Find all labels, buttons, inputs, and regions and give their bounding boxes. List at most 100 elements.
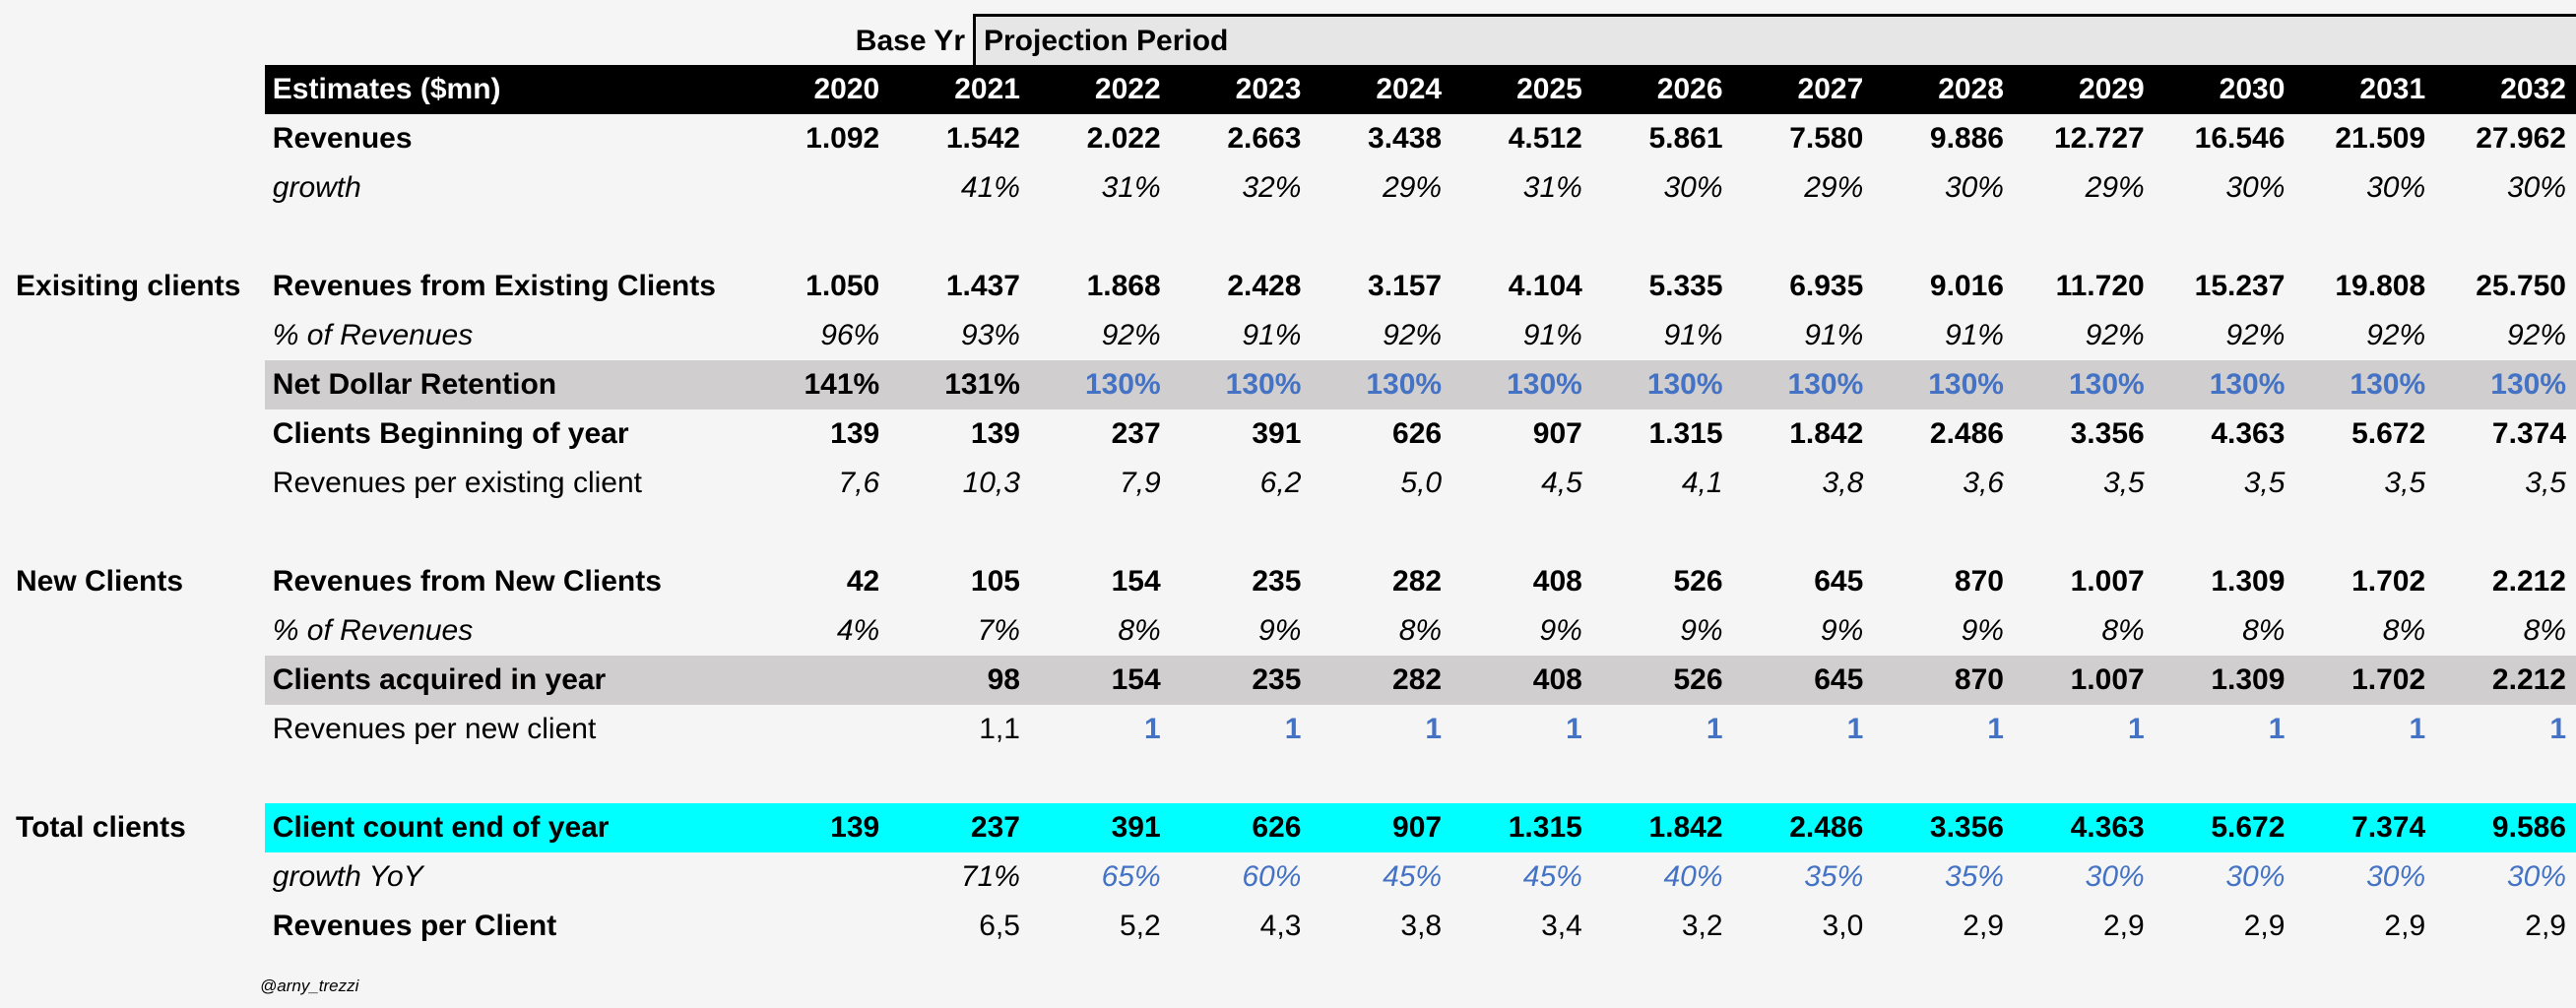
value-cell: 9.886 — [1929, 122, 2004, 155]
value-cell: 29% — [1383, 171, 1443, 204]
value-cell: 870 — [1873, 656, 2014, 705]
value-cell: 626 — [1392, 417, 1443, 450]
value-cell: 5,0 — [1400, 467, 1443, 499]
spacer-cell — [0, 508, 2576, 557]
value-cell: 1 — [1284, 713, 1302, 745]
spacer-row — [0, 754, 2576, 803]
value-cell: 40% — [1663, 860, 1723, 893]
value-cell: 130% — [1591, 360, 1733, 410]
value-cell: 3.356 — [1873, 803, 2014, 852]
value-cell: 11.720 — [2055, 270, 2145, 302]
year-header: 2021 — [889, 65, 1030, 114]
value-cell: 1.842 — [1591, 803, 1733, 852]
value-cell: 30% — [2506, 171, 2566, 204]
section-label — [0, 410, 265, 459]
value-cell: 1.007 — [2070, 565, 2145, 598]
value-cell: 92% — [1383, 319, 1443, 351]
value-cell: 1.702 — [2294, 656, 2436, 705]
value-cell: 1 — [2268, 713, 2286, 745]
value-cell: 1.092 — [805, 122, 880, 155]
value-cell: 2.212 — [2435, 656, 2576, 705]
value-cell: 92% — [2085, 319, 2145, 351]
table-title: Estimates ($mn) — [264, 65, 749, 114]
value-cell: 4,1 — [1681, 467, 1723, 499]
value-cell: 130% — [1873, 360, 2014, 410]
value-cell: 4.363 — [2013, 803, 2155, 852]
value-cell: 626 — [1170, 803, 1312, 852]
value-cell: 1.007 — [2013, 656, 2155, 705]
value-cell: 29% — [1804, 171, 1864, 204]
value-cell: 8% — [1398, 614, 1443, 647]
value-cell: 3,6 — [1963, 467, 2004, 499]
value-cell: 130% — [2294, 360, 2436, 410]
value-cell: 9% — [1680, 614, 1723, 647]
value-cell: 131% — [889, 360, 1030, 410]
year-header: 2022 — [1029, 65, 1171, 114]
value-cell: 235 — [1252, 565, 1302, 598]
value-cell: 139 — [748, 803, 890, 852]
section-label: Exisiting clients — [16, 270, 241, 302]
value-cell: 1 — [1143, 713, 1161, 745]
value-cell: 2.663 — [1227, 122, 1302, 155]
value-cell: 3.157 — [1368, 270, 1443, 302]
table-row: Total clients Client count end of year 139… — [0, 803, 2576, 852]
value-cell: 282 — [1392, 565, 1443, 598]
value-cell: 2,9 — [2102, 910, 2145, 942]
value-cell: 9% — [1539, 614, 1582, 647]
value-cell: 1 — [1425, 713, 1443, 745]
value-cell: 2.486 — [1732, 803, 1874, 852]
value-cell: 7.580 — [1789, 122, 1864, 155]
table-row: Revenues per new client 1,1 1 1 1 1 1 1 1 1 1 1 1 — [0, 705, 2576, 754]
value-cell: 92% — [2225, 319, 2286, 351]
row-label: growth YoY — [272, 860, 423, 893]
projection-period-header: Projection Period — [973, 14, 2576, 65]
section-label — [0, 705, 265, 754]
value-cell: 96% — [820, 319, 880, 351]
value-cell: 1 — [1987, 713, 2004, 745]
value-cell: 2.212 — [2491, 565, 2566, 598]
value-cell: 92% — [1101, 319, 1161, 351]
value-cell: 645 — [1732, 656, 1874, 705]
value-cell: 4,3 — [1259, 910, 1302, 942]
section-cell — [0, 65, 265, 114]
value-cell: 1 — [2409, 713, 2426, 745]
value-cell: 71% — [960, 860, 1020, 893]
value-cell: 235 — [1170, 656, 1312, 705]
value-cell: 6,5 — [979, 910, 1020, 942]
table-row: Exisiting clients Revenues from Existing … — [0, 262, 2576, 311]
value-cell: 45% — [1383, 860, 1443, 893]
value-cell: 391 — [1252, 417, 1302, 450]
value-cell: 2,9 — [1963, 910, 2004, 942]
year-header: 2029 — [2013, 65, 2155, 114]
year-header: 2025 — [1451, 65, 1592, 114]
value-cell: 7,9 — [1119, 467, 1161, 499]
table-row: Revenues per existing client 7,6 10,3 7,9 6,… — [0, 459, 2576, 508]
section-label — [0, 114, 265, 163]
value-cell: 91% — [1663, 319, 1723, 351]
value-cell: 154 — [1111, 565, 1161, 598]
value-cell: 6,2 — [1259, 467, 1302, 499]
value-cell: 282 — [1311, 656, 1452, 705]
value-cell: 2,9 — [2243, 910, 2286, 942]
value-cell: 65% — [1101, 860, 1161, 893]
section-label — [0, 902, 265, 951]
value-cell: 3,5 — [2243, 467, 2286, 499]
value-cell: 93% — [960, 319, 1020, 351]
value-cell: 1.050 — [805, 270, 880, 302]
value-cell: 4.104 — [1508, 270, 1582, 302]
value-cell: 30% — [2225, 860, 2286, 893]
value-cell: 4.363 — [2211, 417, 2286, 450]
value-cell: 32% — [1242, 171, 1302, 204]
value-cell: 29% — [2085, 171, 2145, 204]
value-cell: 42 — [846, 565, 880, 598]
value-cell: 1 — [1846, 713, 1864, 745]
value-cell: 9% — [1258, 614, 1302, 647]
row-label: Clients Beginning of year — [272, 417, 629, 450]
value-cell: 1 — [2549, 713, 2566, 745]
value-cell: 130% — [1029, 360, 1171, 410]
value-cell: 35% — [1804, 860, 1864, 893]
value-cell: 35% — [1944, 860, 2004, 893]
value-cell: 2.428 — [1227, 270, 1302, 302]
value-cell: 31% — [1101, 171, 1161, 204]
spacer-cell — [0, 754, 2576, 803]
